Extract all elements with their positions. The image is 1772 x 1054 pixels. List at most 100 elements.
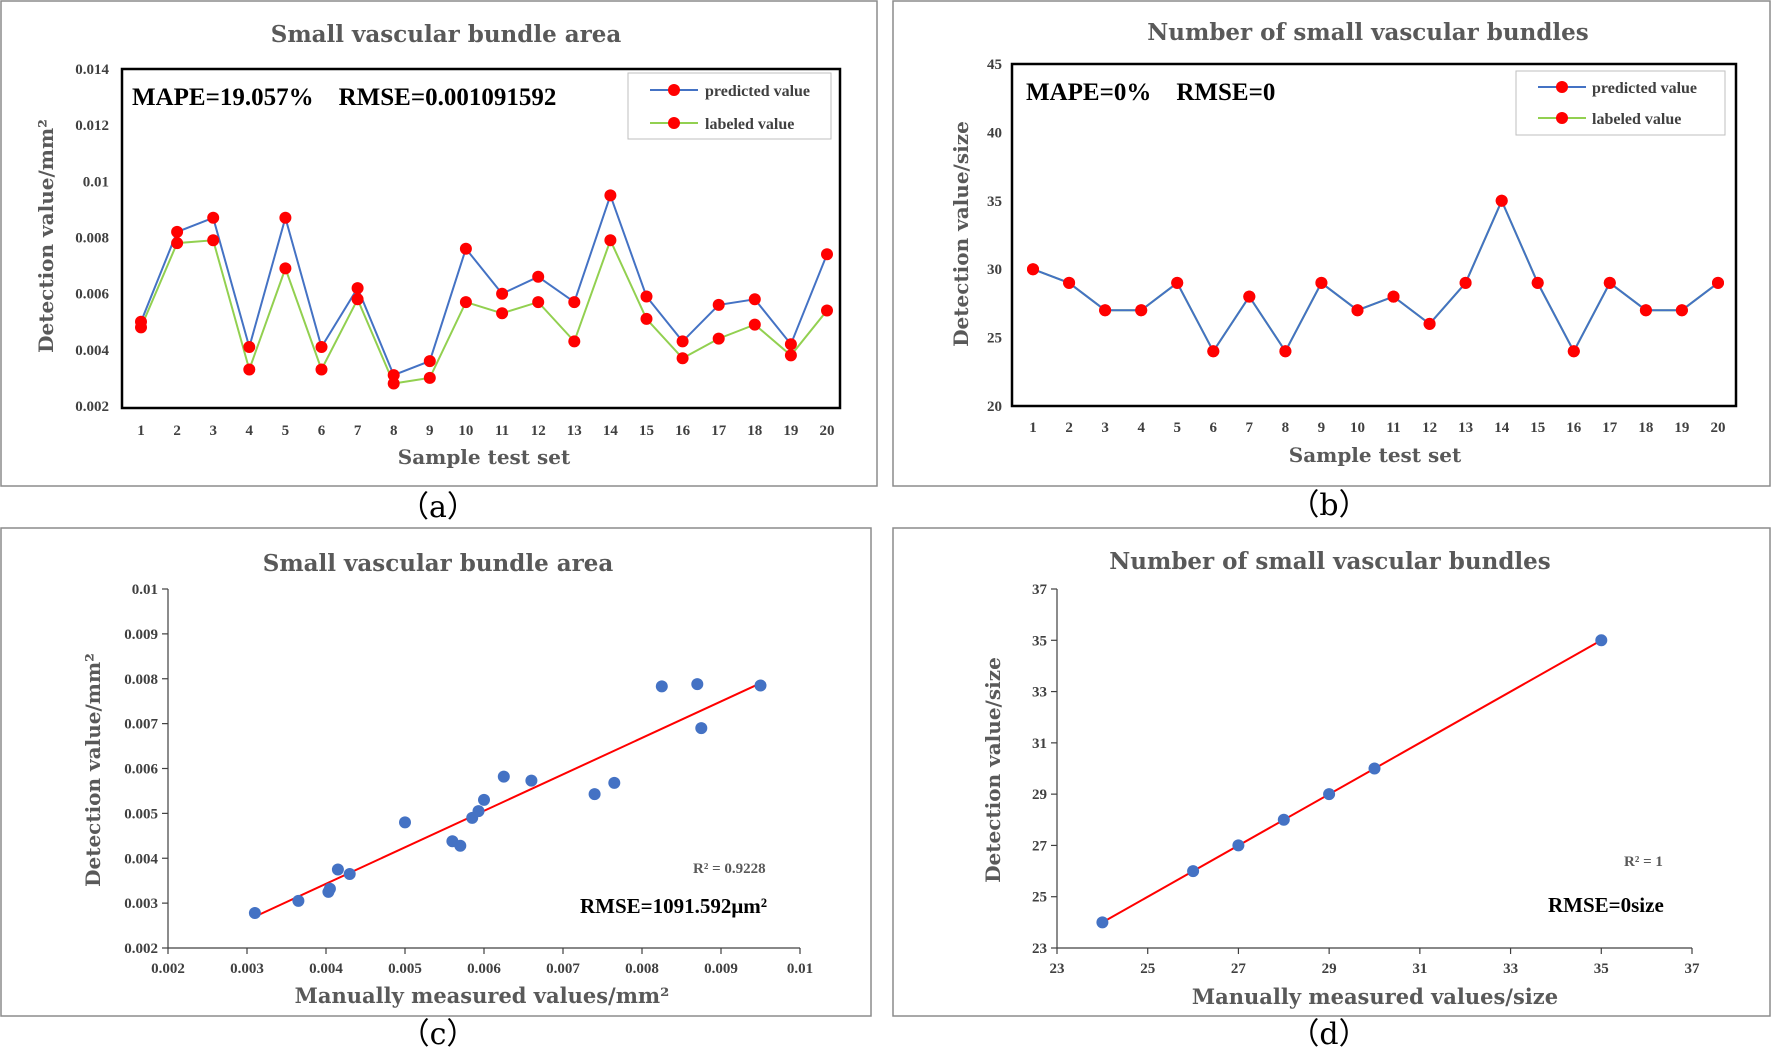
b-predicted-point xyxy=(1063,276,1076,289)
a-y-tick-label: 0.006 xyxy=(75,287,109,303)
panel-a-x-axis-label: Sample test set xyxy=(398,445,571,469)
panel-a-caption: （a） xyxy=(399,490,477,525)
a-labeled-point xyxy=(748,318,761,331)
d-data-point xyxy=(1277,813,1290,826)
a-y-tick-label: 0.012 xyxy=(75,118,109,134)
d-y-tick-label: 25 xyxy=(1032,890,1047,906)
panel-c-x-axis-label: Manually measured values/mm² xyxy=(295,983,670,1008)
panel-d-y-axis-label: Detection value/size xyxy=(981,657,1005,883)
panel-d-r-squared: R² = 1 xyxy=(1624,854,1663,870)
a-predicted-point xyxy=(207,211,220,224)
panel-a-legend-labeled-marker xyxy=(668,117,680,129)
a-x-tick-label: 5 xyxy=(282,423,290,439)
a-labeled-point xyxy=(243,363,256,376)
b-x-tick-label: 8 xyxy=(1282,420,1290,436)
d-data-point xyxy=(1368,762,1381,775)
d-data-point xyxy=(1595,634,1608,647)
a-labeled-point xyxy=(604,234,617,247)
b-x-tick-label: 17 xyxy=(1602,420,1618,436)
b-x-tick-label: 20 xyxy=(1711,420,1726,436)
b-x-tick-label: 3 xyxy=(1101,420,1109,436)
panel-c: Small vascular bundle area 0.002 0.003 0.0… xyxy=(0,527,872,1017)
a-predicted-point xyxy=(279,211,292,224)
d-data-point xyxy=(1187,865,1200,878)
panel-c-title: Small vascular bundle area xyxy=(263,550,614,577)
a-series-labeled-line xyxy=(140,237,828,385)
a-predicted-point xyxy=(135,315,147,328)
d-x-tick-label: 29 xyxy=(1322,961,1337,977)
d-y-tick-label: 31 xyxy=(1032,736,1047,752)
panel-b-caption: （b） xyxy=(1289,488,1368,523)
b-x-tick-label: 13 xyxy=(1458,420,1473,436)
a-x-tick-label: 18 xyxy=(747,423,762,439)
b-predicted-point xyxy=(1423,317,1436,330)
c-data-point xyxy=(754,679,767,692)
b-predicted-point xyxy=(1027,263,1039,276)
a-x-tick-label: 6 xyxy=(318,423,326,439)
panel-c-axes: 0.002 0.003 0.004 0.005 0.006 0.007 0.008 0.009… xyxy=(124,582,813,977)
d-x-tick-label: 25 xyxy=(1140,961,1155,977)
b-x-tick-label: 6 xyxy=(1210,420,1218,436)
a-labeled-point xyxy=(279,262,292,275)
a-predicted-point xyxy=(532,270,545,283)
b-predicted-point xyxy=(1531,276,1544,289)
d-x-tick-label: 23 xyxy=(1050,961,1065,977)
a-labeled-point xyxy=(676,352,689,365)
c-y-tick-label: 0.005 xyxy=(124,806,158,822)
b-predicted-point xyxy=(1459,276,1472,289)
a-x-tick-label: 8 xyxy=(390,423,398,439)
d-x-tick-label: 27 xyxy=(1231,961,1247,977)
panel-b-x-axis-label: Sample test set xyxy=(1289,443,1462,467)
a-x-tick-label: 3 xyxy=(209,423,217,439)
b-x-tick-label: 2 xyxy=(1065,420,1073,436)
c-data-point xyxy=(497,770,510,783)
d-fit-line xyxy=(1101,639,1602,924)
a-labeled-point xyxy=(821,304,833,317)
a-labeled-point xyxy=(315,363,328,376)
a-x-tick-label: 19 xyxy=(783,423,798,439)
a-predicted-point xyxy=(423,355,436,368)
panel-b-legend-predicted-label: predicted value xyxy=(1592,80,1697,97)
a-x-tick-label: 1 xyxy=(137,423,145,439)
panel-a: Small vascular bundle area MAPE=19.057% … xyxy=(0,0,878,487)
b-x-tick-label: 14 xyxy=(1494,420,1510,436)
d-y-tick-label: 29 xyxy=(1032,787,1047,803)
a-predicted-point xyxy=(315,341,328,353)
a-predicted-point xyxy=(712,298,725,311)
b-predicted-point xyxy=(1279,345,1292,358)
d-y-tick-label: 35 xyxy=(1032,633,1047,649)
panel-a-metrics: MAPE=19.057% RMSE=0.001091592 xyxy=(132,84,556,111)
panel-a-y-axis-label: Detection value/mm² xyxy=(34,119,58,353)
c-y-tick-label: 0.009 xyxy=(124,627,158,643)
panel-b-plot-border xyxy=(1010,62,1738,408)
panel-b-legend-box xyxy=(1515,70,1726,136)
a-labeled-point xyxy=(640,312,653,325)
b-y-tick-label: 45 xyxy=(987,57,1002,73)
b-x-tick-label: 19 xyxy=(1674,420,1689,436)
b-y-tick-label: 30 xyxy=(987,262,1002,278)
b-predicted-point xyxy=(1567,345,1580,358)
b-predicted-point xyxy=(1243,290,1256,303)
c-data-point xyxy=(323,882,336,895)
panel-c-border xyxy=(0,527,872,1017)
b-y-tick-label: 20 xyxy=(987,399,1002,415)
b-predicted-point xyxy=(1603,276,1616,289)
panel-a-legend-box xyxy=(627,72,832,140)
a-x-tick-label: 11 xyxy=(495,423,509,439)
panel-a-legend-predicted-marker xyxy=(668,84,680,96)
c-x-tick-label: 0.007 xyxy=(546,961,580,977)
b-x-tick-label: 11 xyxy=(1386,420,1400,436)
b-x-tick-label: 12 xyxy=(1422,420,1437,436)
b-predicted-point xyxy=(1639,304,1652,317)
a-predicted-point xyxy=(351,282,364,295)
c-data-point xyxy=(248,907,261,919)
panel-b-x-ticks: 1 2 3 4 5 6 7 8 9 10 11 12 13 14 15 16 17 18 19 20 xyxy=(1029,420,1725,436)
b-predicted-point xyxy=(1135,304,1148,317)
d-y-tick-label: 27 xyxy=(1032,838,1048,854)
panel-d-axes: 23 25 27 29 31 33 35 37 23 25 27 29 31 33 35 37 xyxy=(1032,582,1700,977)
a-predicted-point xyxy=(243,341,256,353)
panel-b-legend-predicted-marker xyxy=(1556,81,1568,93)
c-y-tick-label: 0.003 xyxy=(124,896,158,912)
c-y-tick-label: 0.002 xyxy=(124,941,158,957)
